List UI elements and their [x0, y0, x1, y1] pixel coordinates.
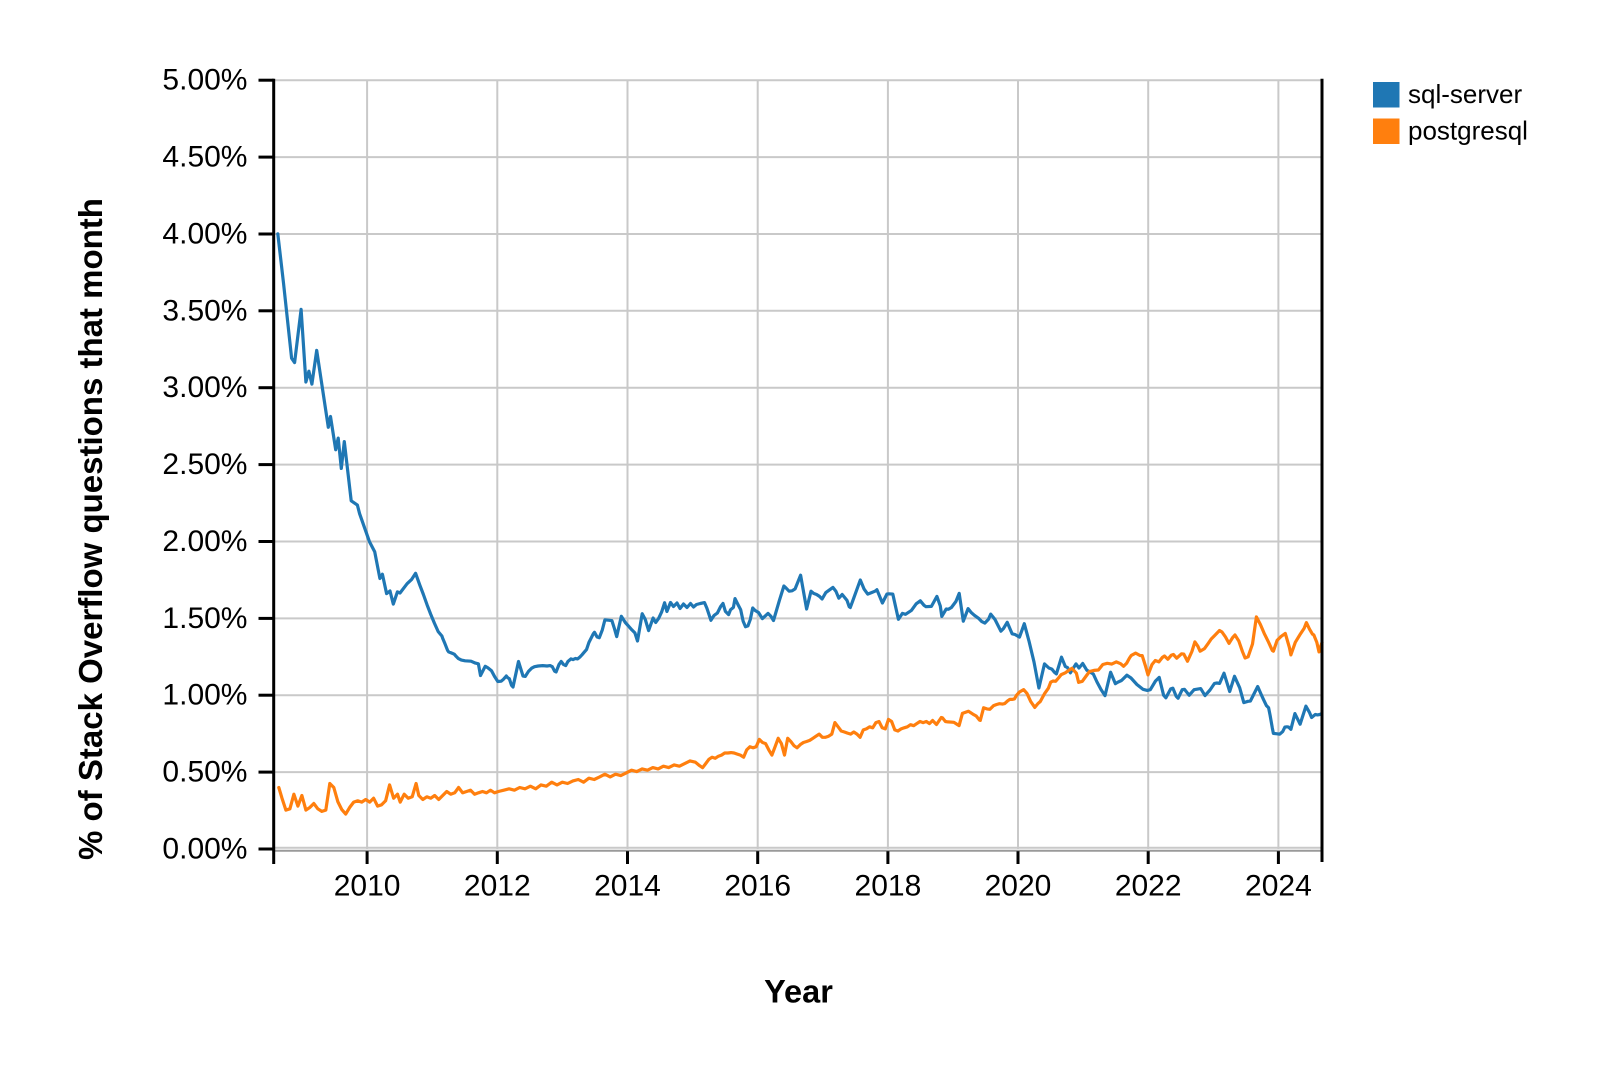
- svg-text:2010: 2010: [334, 869, 401, 902]
- svg-text:2020: 2020: [985, 869, 1052, 902]
- svg-text:2014: 2014: [594, 869, 661, 902]
- svg-text:2022: 2022: [1115, 869, 1182, 902]
- svg-text:1.00%: 1.00%: [162, 679, 247, 712]
- svg-text:postgresql: postgresql: [1408, 116, 1528, 146]
- svg-text:2024: 2024: [1245, 869, 1312, 902]
- svg-text:Year: Year: [764, 973, 833, 1009]
- svg-text:2016: 2016: [724, 869, 791, 902]
- svg-text:4.00%: 4.00%: [162, 218, 247, 251]
- svg-text:0.50%: 0.50%: [162, 756, 247, 789]
- svg-text:0.00%: 0.00%: [162, 833, 247, 866]
- svg-text:2.50%: 2.50%: [162, 448, 247, 481]
- svg-text:5.00%: 5.00%: [162, 64, 247, 97]
- svg-text:sql-server: sql-server: [1408, 79, 1522, 109]
- svg-text:% of Stack Overflow questions: % of Stack Overflow questions that month: [72, 198, 109, 860]
- svg-text:3.50%: 3.50%: [162, 294, 247, 327]
- svg-text:2018: 2018: [855, 869, 922, 902]
- svg-text:2.00%: 2.00%: [162, 525, 247, 558]
- svg-text:2012: 2012: [464, 869, 531, 902]
- svg-text:1.50%: 1.50%: [162, 602, 247, 635]
- svg-text:4.50%: 4.50%: [162, 141, 247, 174]
- svg-text:3.00%: 3.00%: [162, 371, 247, 404]
